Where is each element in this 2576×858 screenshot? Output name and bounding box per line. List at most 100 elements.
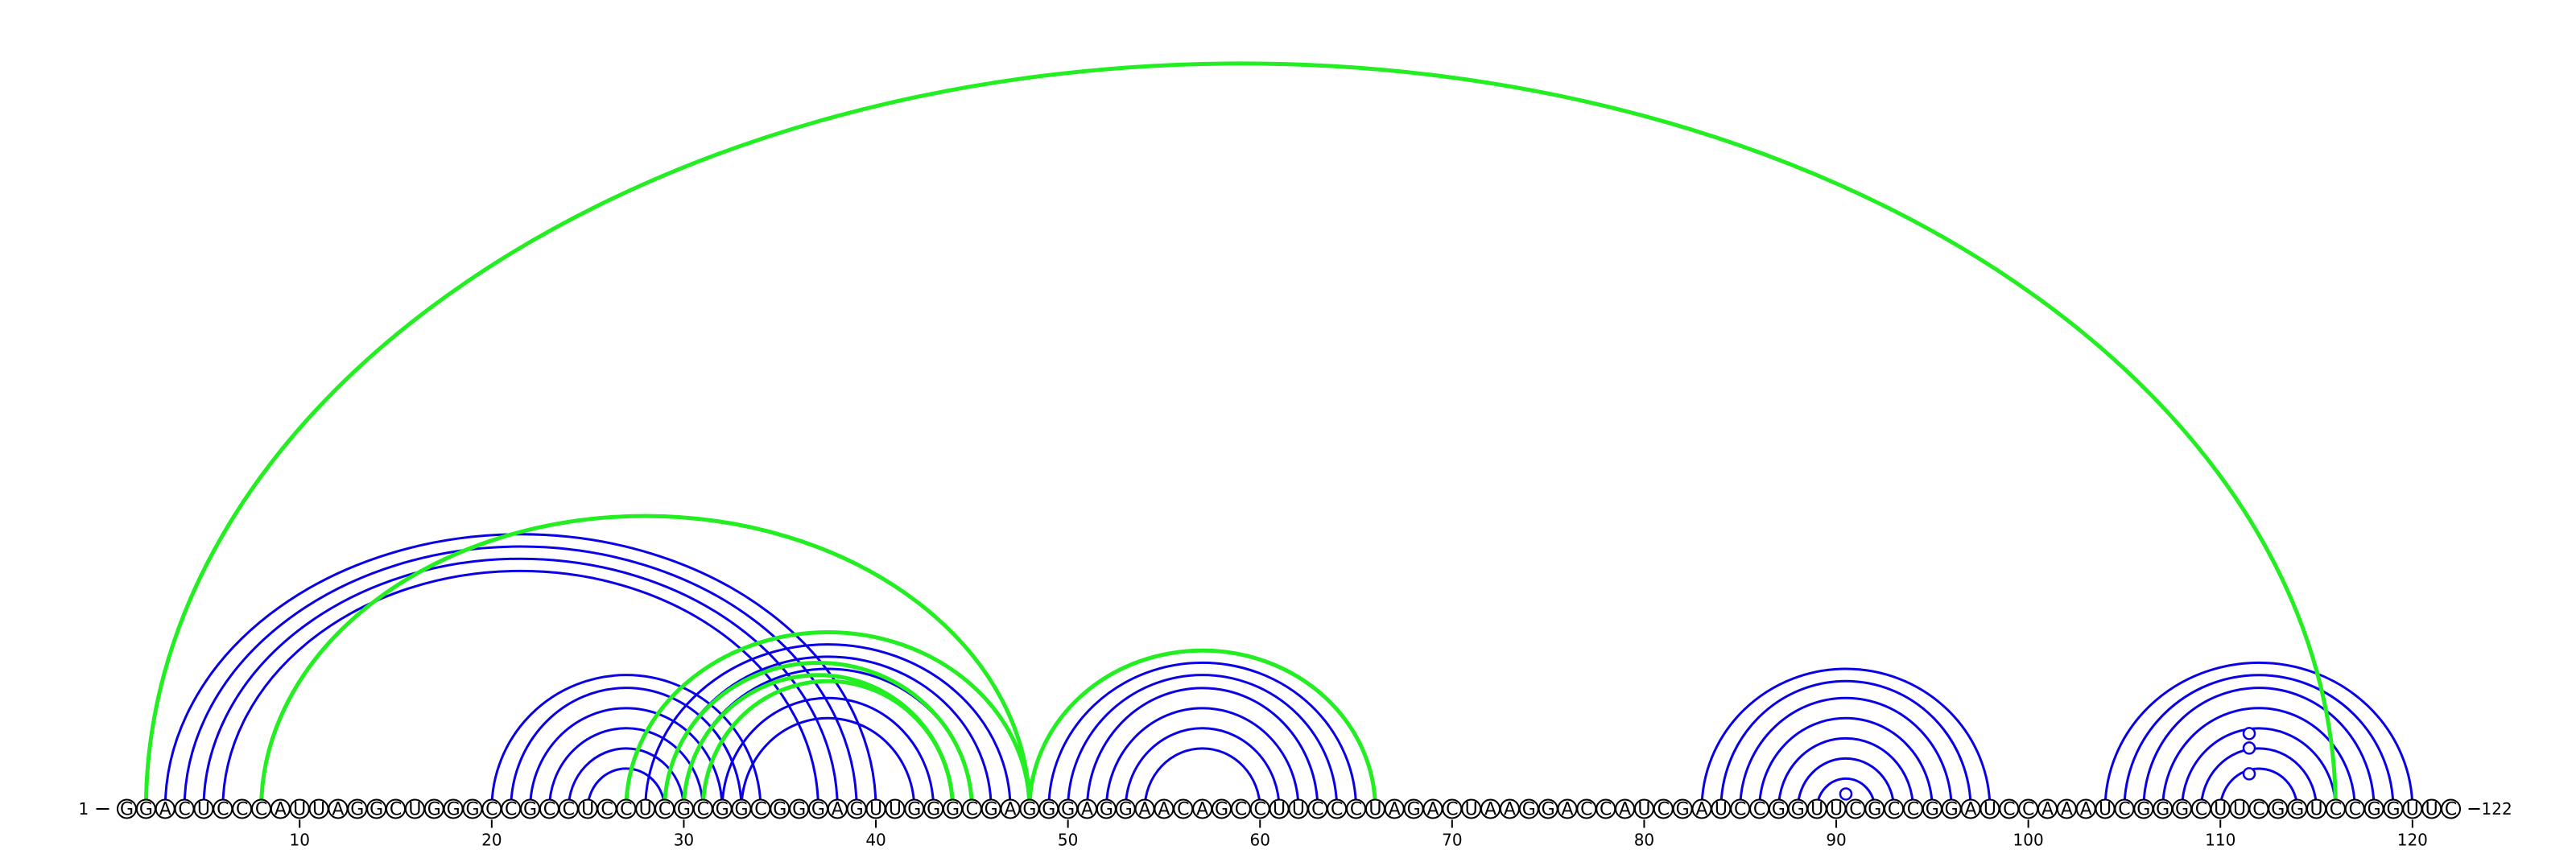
nucleotide-letter-111: U xyxy=(2233,800,2246,820)
green-pair-arc-2-116 xyxy=(143,61,2338,810)
tick-label-20: 20 xyxy=(481,831,502,850)
nucleotide-letter-100: C xyxy=(2022,800,2034,820)
blue-pair-arc-23-31 xyxy=(547,727,704,810)
nucleotide-letter-11: U xyxy=(312,800,325,820)
tick-label-80: 80 xyxy=(1634,831,1654,850)
nucleotide-letter-18: G xyxy=(447,800,460,820)
nucleotide-letter-13: G xyxy=(350,800,364,820)
nucleotide-letter-72: A xyxy=(1484,800,1496,820)
nucleotide-letter-81: C xyxy=(1657,800,1670,820)
blue-pair-arc-89-92 xyxy=(1815,777,1876,810)
blue-pair-arc-83-98 xyxy=(1700,667,1992,810)
nucleotide-letter-79: A xyxy=(1619,800,1631,820)
nucleotide-letter-104: U xyxy=(2099,800,2112,820)
blue-pair-arc-33-42 xyxy=(740,716,916,810)
nucleotide-letter-97: A xyxy=(1965,800,1977,820)
tick-label-120: 120 xyxy=(2397,831,2428,850)
nucleotide-letter-70: C xyxy=(1446,800,1458,820)
tick-label-70: 70 xyxy=(1442,831,1462,850)
nucleotide-letter-37: G xyxy=(811,800,825,820)
nucleotide-letter-113: G xyxy=(2271,800,2285,820)
nucleotide-letter-50: G xyxy=(1061,800,1075,820)
nucleotide-letter-49: G xyxy=(1042,800,1055,820)
nucleotide-letter-44: G xyxy=(946,800,960,820)
tick-label-60: 60 xyxy=(1250,831,1270,850)
blue-pair-arc-52-62 xyxy=(1104,707,1300,810)
nucleotide-letter-119: G xyxy=(2386,800,2400,820)
nucleotide-letter-51: A xyxy=(1081,800,1093,820)
nucleotide-letter-99: C xyxy=(2003,800,2015,820)
nucleotide-letter-41: U xyxy=(889,800,902,820)
nucleotide-letter-77: C xyxy=(1580,800,1592,820)
nucleotide-letter-64: C xyxy=(1331,800,1343,820)
markers-layer xyxy=(1839,727,2256,801)
nucleotide-letter-107: G xyxy=(2156,800,2169,820)
green-pair-arc-31-44 xyxy=(700,679,955,810)
nucleotide-letter-90: U xyxy=(1830,800,1843,820)
nucleotide-letter-65: C xyxy=(1350,800,1362,820)
nucleotide-letter-80: U xyxy=(1637,800,1650,820)
nucleotide-letter-114: G xyxy=(2290,800,2304,820)
nucleotide-letter-28: U xyxy=(639,800,652,820)
nucleotide-letter-15: C xyxy=(390,800,402,820)
nucleotide-letter-121: U xyxy=(2425,800,2438,820)
nucleotide-letter-23: C xyxy=(543,800,555,820)
blue-pair-arc-110-114 xyxy=(2219,767,2299,810)
nucleotide-letter-40: U xyxy=(869,800,882,820)
nucleotide-letter-22: G xyxy=(523,800,537,820)
blue-pair-arc-51-63 xyxy=(1086,687,1319,810)
blue-pair-arc-107-117 xyxy=(2161,707,2356,810)
nucleotide-letter-73: A xyxy=(1504,800,1516,820)
blue-pair-arc-6-37 xyxy=(221,569,819,810)
nucleotide-letter-101: A xyxy=(2041,800,2054,820)
tick-label-10: 10 xyxy=(290,831,310,850)
blue-pair-arc-21-33 xyxy=(510,687,743,810)
nucleotide-letter-33: G xyxy=(734,800,748,820)
nucleotide-letter-116: C xyxy=(2330,800,2342,820)
nucleotide-letter-32: G xyxy=(716,800,729,820)
loop-marker-1 xyxy=(1839,787,1853,801)
nucleotide-letter-63: C xyxy=(1311,800,1323,820)
nucleotide-letter-38: A xyxy=(832,800,844,820)
green-pair-arc-29-45 xyxy=(663,660,974,810)
nucleotide-letter-85: C xyxy=(1734,800,1746,820)
nucleotide-letter-4: C xyxy=(178,800,190,820)
nucleotide-letter-16: U xyxy=(408,800,421,820)
nucleotide-letter-102: A xyxy=(2061,800,2073,820)
nucleotide-letter-34: C xyxy=(754,800,766,820)
nucleotide-letter-30: G xyxy=(677,800,691,820)
blue-pair-arc-20-34 xyxy=(490,674,762,810)
nucleotide-letter-112: C xyxy=(2252,800,2264,820)
nucleotide-letter-17: G xyxy=(427,800,441,820)
loop-marker-3 xyxy=(2242,741,2256,755)
tick-label-110: 110 xyxy=(2205,831,2235,850)
nucleotide-letter-87: G xyxy=(1772,800,1785,820)
nucleotide-letter-106: G xyxy=(2136,800,2150,820)
nucleotide-letter-110: U xyxy=(2214,800,2227,820)
blue-pair-arc-24-30 xyxy=(567,747,685,810)
nucleotide-letter-69: A xyxy=(1426,800,1439,820)
nucleotide-letter-10: U xyxy=(293,800,306,820)
tick-label-40: 40 xyxy=(865,831,886,850)
blue-pair-arc-4-39 xyxy=(183,545,858,810)
nucleotide-letter-60: C xyxy=(1254,800,1266,820)
nucleotide-letter-36: G xyxy=(792,800,806,820)
nucleotide-letter-21: C xyxy=(505,800,517,820)
nucleotide-letter-74: G xyxy=(1522,800,1536,820)
nucleotide-letter-46: G xyxy=(985,800,998,820)
nucleotide-letter-8: C xyxy=(255,800,267,820)
start-index-label: 1 xyxy=(79,799,89,819)
nucleotide-letter-91: C xyxy=(1849,800,1861,820)
blue-pair-arc-5-38 xyxy=(202,557,839,810)
nucleotide-letter-53: G xyxy=(1119,800,1133,820)
loop-marker-4 xyxy=(2242,727,2256,740)
blue-pair-arc-104-120 xyxy=(2103,661,2414,810)
nucleotide-letter-39: G xyxy=(850,800,864,820)
nucleotide-letter-120: U xyxy=(2406,800,2419,820)
nucleotide-letter-56: C xyxy=(1177,800,1189,820)
nucleotide-letter-48: G xyxy=(1022,800,1036,820)
nucleotide-letter-62: U xyxy=(1292,800,1305,820)
